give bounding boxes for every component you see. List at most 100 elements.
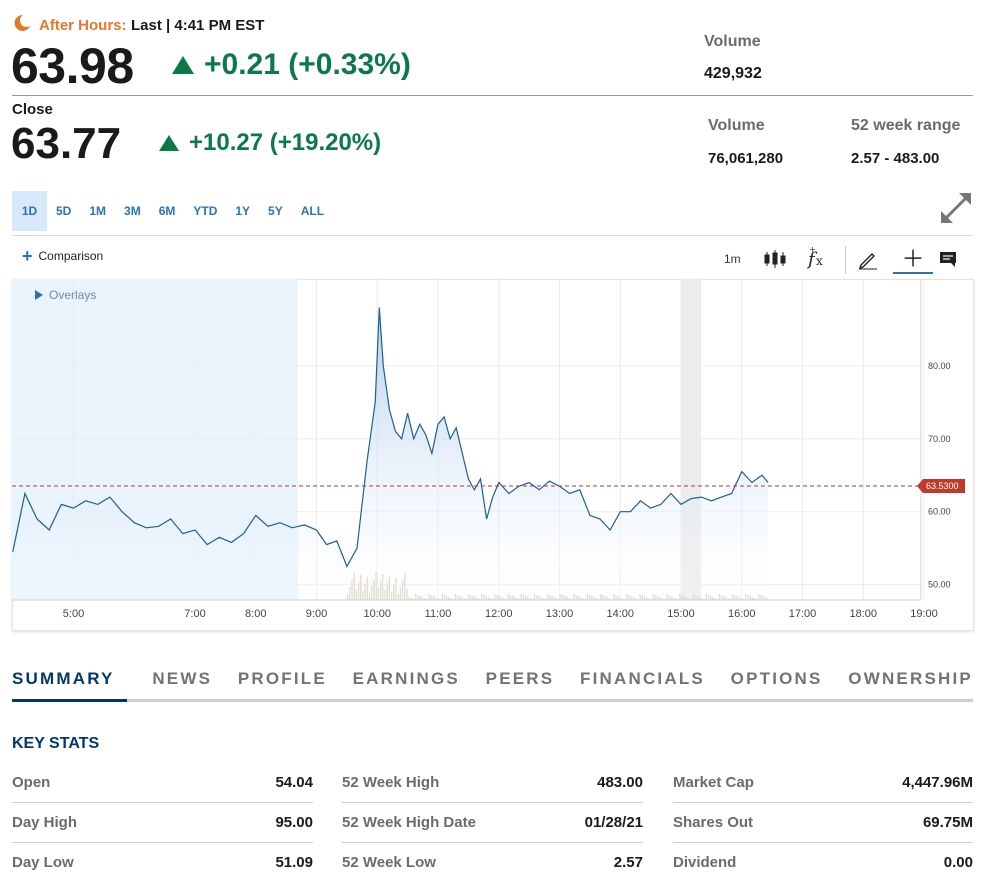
expand-icon[interactable]: [938, 190, 974, 226]
x-tick-label: 16:00: [728, 608, 756, 620]
x-tick-label: 19:00: [910, 608, 938, 620]
stat-value: 95.00: [275, 813, 313, 831]
tab-summary[interactable]: SUMMARY: [12, 664, 127, 702]
x-tick-label: 14:00: [606, 608, 634, 620]
y-tick-label: 70.00: [928, 434, 951, 444]
x-tick-label: 7:00: [184, 608, 205, 620]
volume-value: 76,061,280: [708, 150, 784, 167]
after-hours-change-value: +0.21 (+0.33%): [204, 48, 411, 81]
stat-label: Open: [12, 773, 51, 791]
range-tab-1d[interactable]: 1D: [12, 191, 47, 231]
stat-row-52wk-high: 52 Week High 483.00: [342, 762, 643, 802]
range-tab-ytd[interactable]: YTD: [193, 204, 218, 218]
arrow-up-icon: [172, 56, 194, 74]
range-tab-all[interactable]: ALL: [300, 204, 325, 218]
overlays-label: Overlays: [49, 288, 97, 302]
stat-label: Shares Out: [673, 813, 754, 831]
section-nav: SUMMARY NEWS PROFILE EARNINGS PEERS FINA…: [12, 664, 973, 702]
x-tick-label: 10:00: [363, 608, 391, 620]
stat-value: 54.04: [275, 773, 313, 791]
svg-text:x: x: [816, 254, 823, 268]
stat-row-52wk-high-date: 52 Week High Date 01/28/21: [342, 802, 643, 842]
stat-row-52wk-low: 52 Week Low 2.57: [342, 842, 643, 882]
after-hours-last-time: Last | 4:41 PM EST: [131, 17, 265, 34]
pencil-icon[interactable]: [857, 248, 879, 270]
plus-icon: +: [22, 246, 33, 266]
stat-value: 51.09: [275, 853, 313, 871]
x-axis-labels: 5:00 7:00 8:00 9:00 10:00 11:00 12:00 13:00 14:0…: [63, 608, 938, 620]
range-tabs: 1D 5D 1M 3M 6M YTD 1Y 5Y ALL: [12, 191, 333, 231]
candlestick-icon[interactable]: [763, 248, 787, 270]
price-tag: 63.5300: [917, 478, 965, 493]
stat-divider: [673, 842, 973, 843]
stat-label: Market Cap: [673, 773, 754, 791]
tab-options[interactable]: OPTIONS: [730, 669, 823, 688]
x-tick-label: 18:00: [849, 608, 877, 620]
x-tick-label: 12:00: [485, 608, 513, 620]
range-tab-1y[interactable]: 1Y: [235, 204, 251, 218]
crosshair-icon[interactable]: [893, 246, 933, 274]
range-tab-1m[interactable]: 1M: [89, 204, 107, 218]
close-change-value: +10.27 (+19.20%): [189, 129, 382, 156]
after-hours-change: +0.21 (+0.33%): [172, 48, 411, 82]
stat-divider: [342, 802, 643, 803]
y-tick-label: 50.00: [928, 580, 951, 590]
stat-value: 01/28/21: [584, 813, 643, 831]
arrow-up-icon: [159, 135, 179, 151]
svg-text:+: +: [809, 246, 816, 254]
stat-divider: [673, 802, 973, 803]
play-icon: [35, 290, 43, 300]
stat-divider: [12, 842, 313, 843]
stat-value: 2.57: [613, 853, 643, 871]
legend-icon[interactable]: [938, 250, 958, 268]
comparison-button[interactable]: + Comparison: [22, 246, 104, 266]
week-range-label: 52 week range: [851, 117, 961, 134]
comparison-label: Comparison: [38, 249, 104, 263]
key-stats-title: KEY STATS: [12, 735, 100, 752]
x-tick-label: 11:00: [425, 608, 452, 620]
after-hours-volume-value: 429,932: [704, 65, 762, 82]
stat-label: Day High: [12, 813, 78, 831]
tab-ownership[interactable]: OWNERSHIP: [848, 669, 973, 688]
fx-icon[interactable]: f x +: [806, 246, 830, 270]
tabs-divider: [12, 235, 973, 236]
close-label: Close: [12, 101, 53, 118]
tab-financials[interactable]: FINANCIALS: [580, 669, 705, 688]
stat-row-day-low: Day Low 51.09: [12, 842, 313, 882]
stat-row-shares-out: Shares Out 69.75M: [673, 802, 973, 842]
tab-peers[interactable]: PEERS: [485, 669, 555, 688]
after-hours-label: After Hours:: [39, 17, 127, 34]
tab-profile[interactable]: PROFILE: [237, 669, 327, 688]
x-tick-label: 13:00: [546, 608, 574, 620]
price-chart[interactable]: 80.00 70.00 60.00 50.00 5:00 7:00 8:00 9:00 10:…: [12, 279, 974, 631]
overlays-toggle[interactable]: Overlays: [35, 288, 96, 302]
range-tab-6m[interactable]: 6M: [158, 204, 176, 218]
stat-label: 52 Week High: [342, 773, 440, 791]
range-tab-5d[interactable]: 5D: [56, 204, 72, 218]
price-tag-shape: [917, 478, 965, 493]
stat-divider: [342, 842, 643, 843]
price-line: [12, 307, 769, 568]
close-change: +10.27 (+19.20%): [159, 129, 381, 157]
stat-value: 4,447.96M: [902, 773, 973, 791]
stat-row-open: Open 54.04: [12, 762, 313, 802]
range-tab-3m[interactable]: 3M: [124, 204, 141, 218]
after-hours-volume-label: Volume: [704, 33, 761, 50]
price-area: [12, 307, 769, 600]
x-tick-label: 15:00: [667, 608, 695, 620]
y-tick-label: 60.00: [928, 507, 951, 517]
tab-news[interactable]: NEWS: [152, 669, 213, 688]
close-price: 63.77: [11, 119, 122, 168]
volume-label: Volume: [708, 117, 765, 134]
stat-value: 483.00: [597, 773, 643, 791]
interval-selector[interactable]: 1m: [724, 252, 741, 266]
stat-row-market-cap: Market Cap 4,447.96M: [673, 762, 973, 802]
x-tick-label: 5:00: [63, 608, 84, 620]
tab-earnings[interactable]: EARNINGS: [352, 669, 460, 688]
stat-label: 52 Week High Date: [342, 813, 476, 831]
y-axis-labels: 80.00 70.00 60.00 50.00: [928, 361, 951, 590]
stat-row-day-high: Day High 95.00: [12, 802, 313, 842]
x-tick-label: 9:00: [306, 608, 327, 620]
range-tab-5y[interactable]: 5Y: [268, 204, 283, 218]
header-divider: [12, 95, 973, 96]
